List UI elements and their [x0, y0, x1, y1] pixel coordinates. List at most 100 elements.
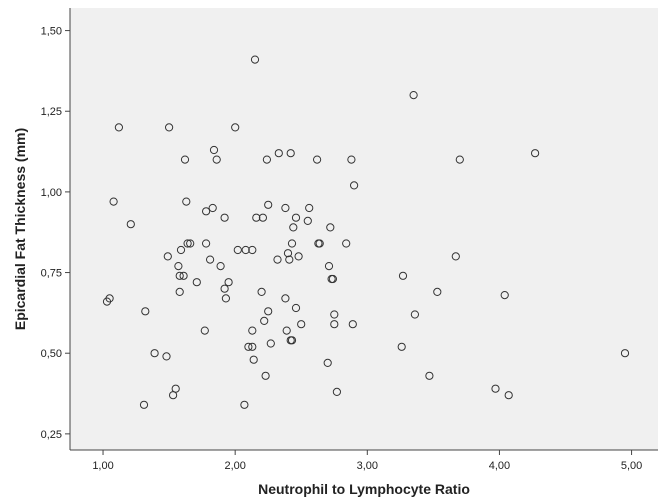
data-point — [410, 310, 419, 319]
data-points — [102, 55, 630, 409]
data-point — [286, 149, 295, 158]
data-point — [220, 213, 229, 222]
data-point — [233, 245, 242, 255]
data-point — [324, 262, 334, 271]
y-tick-label: 1,50 — [41, 26, 62, 38]
data-point — [266, 339, 275, 348]
data-point — [303, 216, 312, 225]
data-point — [248, 245, 257, 255]
y-tick-label: 1,00 — [41, 187, 62, 199]
data-point — [504, 391, 513, 400]
y-axis-title: Epicardial Fat Thickness (mm) — [12, 128, 28, 330]
data-point — [305, 203, 314, 213]
data-point — [208, 203, 217, 213]
data-point — [249, 355, 258, 364]
data-point — [323, 358, 332, 367]
x-tick-label: 2,00 — [224, 460, 245, 472]
x-axis-title: Neutrophil to Lymphocyte Ratio — [258, 481, 470, 497]
data-point — [342, 239, 351, 248]
data-point — [257, 287, 266, 296]
data-point — [252, 213, 261, 222]
data-point — [282, 326, 291, 335]
data-point — [500, 291, 509, 300]
data-point — [175, 271, 184, 280]
data-point — [287, 239, 297, 248]
x-tick-label: 5,00 — [621, 460, 642, 472]
data-point — [398, 271, 408, 280]
data-point — [409, 91, 418, 100]
data-point — [109, 197, 118, 206]
data-point — [180, 155, 190, 164]
y-tick-label: 0,75 — [41, 268, 62, 280]
data-point — [397, 342, 406, 351]
data-point — [291, 213, 301, 222]
data-point — [264, 200, 273, 209]
data-point — [330, 310, 339, 319]
data-point — [224, 278, 233, 287]
data-point — [433, 287, 442, 296]
x-tick-label: 1,00 — [92, 460, 113, 472]
data-point — [281, 203, 290, 213]
data-point — [531, 149, 540, 158]
data-point — [206, 255, 215, 264]
data-point — [126, 220, 135, 229]
data-point — [285, 255, 294, 264]
data-point — [182, 197, 191, 206]
data-point — [264, 307, 273, 316]
data-point — [192, 278, 201, 287]
data-point — [179, 271, 188, 280]
data-point — [171, 384, 180, 393]
data-point — [183, 239, 192, 248]
data-point — [139, 400, 149, 409]
data-point — [241, 245, 250, 255]
plot-area — [70, 8, 658, 450]
data-point — [200, 326, 209, 335]
data-point — [105, 294, 114, 303]
x-tick-label: 3,00 — [357, 460, 378, 472]
data-point — [231, 123, 240, 132]
data-point — [348, 320, 357, 329]
data-point — [175, 287, 184, 296]
y-tick-label: 0,50 — [41, 348, 62, 360]
data-point — [114, 123, 124, 132]
data-point — [221, 294, 230, 303]
data-point — [165, 123, 174, 132]
data-point — [313, 155, 322, 164]
data-point — [315, 239, 324, 248]
data-point — [212, 155, 221, 164]
data-point — [491, 384, 500, 393]
data-point — [162, 352, 171, 361]
data-point — [287, 336, 297, 345]
data-point — [248, 342, 257, 351]
data-point — [289, 223, 298, 232]
data-point — [250, 55, 260, 64]
data-point — [425, 371, 434, 380]
data-point — [244, 342, 253, 351]
data-point — [620, 349, 630, 358]
data-point — [209, 145, 219, 155]
x-tick-label: 4,00 — [489, 460, 510, 472]
data-point — [283, 249, 293, 258]
data-point — [216, 262, 225, 271]
data-point — [202, 207, 211, 216]
data-point — [150, 349, 159, 358]
data-point — [273, 255, 282, 264]
data-point — [202, 239, 211, 248]
data-point — [281, 294, 290, 303]
data-point — [291, 303, 301, 313]
data-point — [258, 213, 267, 222]
data-point — [451, 252, 460, 261]
data-point — [294, 252, 303, 261]
data-point — [240, 400, 249, 409]
data-point — [332, 387, 341, 396]
data-point — [297, 320, 306, 329]
y-axis-ticks: 0,25 0,50 0,75 1,00 1,25 1,50 — [41, 26, 70, 441]
y-tick-label: 1,25 — [41, 106, 62, 118]
data-point — [260, 316, 269, 325]
data-point — [248, 326, 257, 335]
data-point — [186, 239, 195, 248]
data-point — [328, 274, 337, 284]
x-axis-ticks: 1,00 2,00 3,00 4,00 5,00 — [92, 450, 642, 472]
data-point — [176, 245, 186, 255]
